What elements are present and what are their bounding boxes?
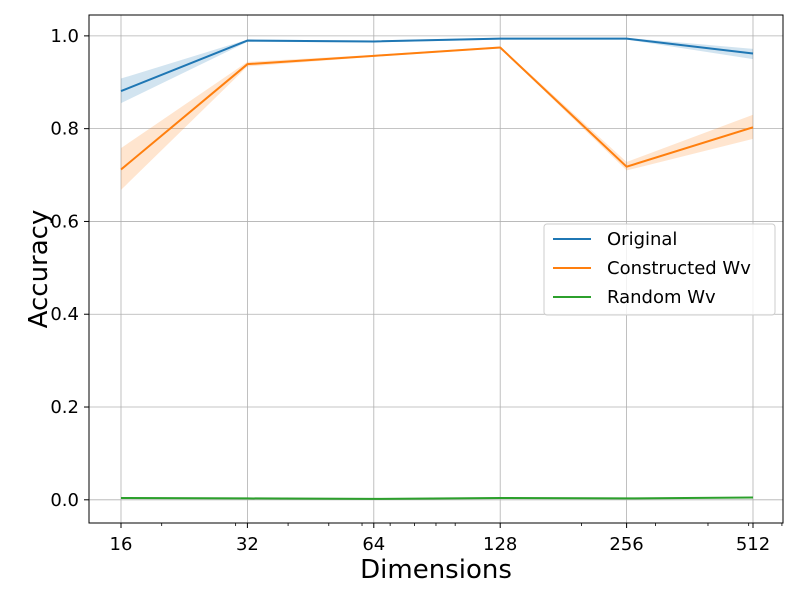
x-tick-label: 256 [609, 534, 643, 555]
series-lines [120, 37, 754, 500]
legend-label-0: Original [607, 229, 677, 250]
series-band-0 [121, 37, 753, 104]
tick-labels: 0.0 0.2 0.4 0.6 0.8 1.0 16 32 64 128 256 512 [50, 26, 770, 555]
y-tick-label: 0.6 [50, 211, 79, 232]
legend-label-2: Random Wv [607, 287, 716, 308]
y-tick-label: 0.2 [50, 397, 79, 418]
legend-label-1: Constructed Wv [607, 258, 751, 279]
y-axis-label: Accuracy [24, 210, 54, 329]
x-axis-label: Dimensions [360, 555, 512, 585]
legend-box [543, 223, 776, 316]
series-line-1 [120, 46, 754, 171]
y-tick-label: 0.8 [50, 119, 79, 140]
y-tick-label: 0.0 [50, 490, 79, 511]
axis-ticks [84, 35, 783, 528]
y-tick-label: 0.4 [50, 304, 79, 325]
series-line-2 [120, 496, 754, 500]
legend: Original Constructed Wv Random Wv [543, 223, 776, 316]
x-tick-label: 16 [110, 534, 133, 555]
x-tick-label: 512 [736, 534, 770, 555]
y-tick-label: 1.0 [50, 26, 79, 47]
x-tick-label: 64 [362, 534, 385, 555]
x-tick-label: 128 [483, 534, 517, 555]
series-line-0 [120, 37, 754, 93]
x-tick-label: 32 [236, 534, 259, 555]
